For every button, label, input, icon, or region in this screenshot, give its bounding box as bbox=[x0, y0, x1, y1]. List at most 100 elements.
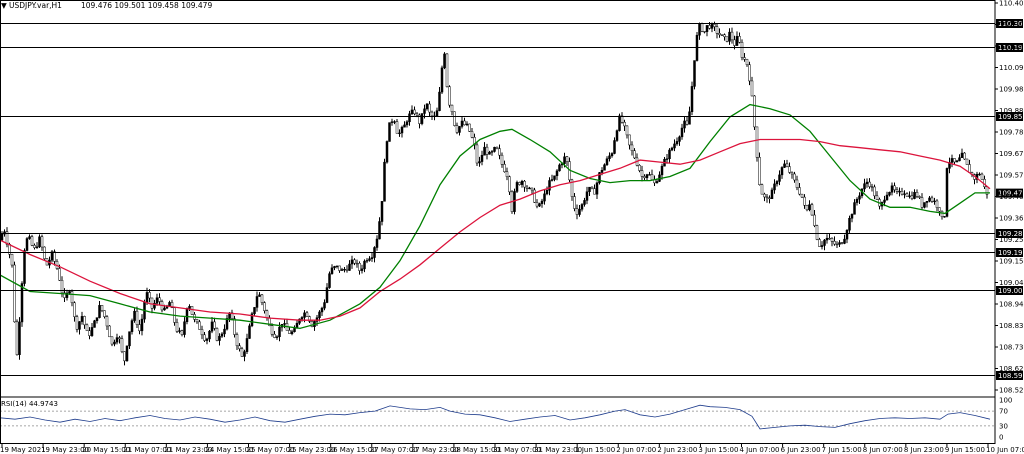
candle[interactable] bbox=[375, 235, 379, 251]
candle[interactable] bbox=[328, 271, 331, 289]
candle[interactable] bbox=[778, 170, 781, 186]
candle[interactable] bbox=[405, 120, 409, 128]
candle[interactable] bbox=[710, 22, 714, 33]
candle[interactable] bbox=[803, 194, 806, 209]
candle[interactable] bbox=[585, 186, 589, 205]
candle[interactable] bbox=[83, 315, 86, 329]
candle[interactable] bbox=[115, 333, 119, 345]
candle[interactable] bbox=[715, 23, 719, 39]
candle[interactable] bbox=[293, 325, 296, 333]
candle[interactable] bbox=[735, 31, 739, 47]
candle[interactable] bbox=[485, 143, 489, 160]
candle[interactable] bbox=[35, 242, 39, 249]
candle[interactable] bbox=[810, 202, 814, 216]
candle[interactable] bbox=[520, 179, 524, 188]
candle[interactable] bbox=[205, 337, 209, 345]
candle[interactable] bbox=[948, 157, 951, 174]
candle[interactable] bbox=[100, 305, 104, 313]
candle[interactable] bbox=[498, 144, 501, 160]
candle[interactable] bbox=[818, 237, 821, 247]
candle[interactable] bbox=[838, 240, 841, 247]
candle[interactable] bbox=[903, 190, 906, 199]
candle[interactable] bbox=[503, 160, 506, 173]
candle[interactable] bbox=[140, 314, 144, 336]
candle[interactable] bbox=[623, 119, 626, 131]
candle[interactable] bbox=[148, 289, 151, 303]
candle[interactable] bbox=[538, 202, 541, 208]
candle[interactable] bbox=[525, 184, 529, 192]
candle[interactable] bbox=[333, 265, 336, 271]
candle[interactable] bbox=[473, 133, 476, 150]
candle[interactable] bbox=[578, 205, 581, 217]
candle[interactable] bbox=[533, 187, 536, 203]
candle[interactable] bbox=[463, 117, 466, 126]
candle[interactable] bbox=[150, 297, 154, 314]
candle[interactable] bbox=[323, 299, 326, 311]
candle[interactable] bbox=[85, 323, 89, 332]
candle[interactable] bbox=[790, 171, 794, 179]
candle[interactable] bbox=[660, 163, 664, 180]
candle[interactable] bbox=[943, 216, 946, 218]
candle[interactable] bbox=[80, 311, 84, 325]
candle[interactable] bbox=[805, 204, 809, 212]
candle[interactable] bbox=[825, 234, 829, 244]
candle[interactable] bbox=[640, 165, 644, 182]
candle[interactable] bbox=[103, 310, 106, 319]
candle[interactable] bbox=[330, 264, 334, 275]
candle[interactable] bbox=[925, 200, 929, 208]
candle[interactable] bbox=[983, 175, 986, 189]
candle[interactable] bbox=[723, 33, 726, 41]
candle[interactable] bbox=[90, 322, 94, 337]
candle[interactable] bbox=[888, 191, 891, 197]
candle[interactable] bbox=[688, 106, 691, 125]
candle[interactable] bbox=[808, 200, 811, 212]
candle[interactable] bbox=[930, 195, 934, 203]
candle[interactable] bbox=[528, 186, 531, 190]
candle[interactable] bbox=[350, 255, 354, 269]
candle[interactable] bbox=[945, 167, 949, 218]
candle[interactable] bbox=[355, 259, 359, 268]
candle[interactable] bbox=[270, 323, 274, 337]
candle[interactable] bbox=[245, 333, 249, 354]
candle[interactable] bbox=[250, 311, 254, 328]
candle[interactable] bbox=[685, 116, 689, 126]
candle[interactable] bbox=[258, 292, 261, 297]
candle[interactable] bbox=[13, 261, 16, 323]
candle[interactable] bbox=[793, 171, 796, 183]
candle[interactable] bbox=[553, 175, 556, 182]
candle[interactable] bbox=[530, 187, 534, 195]
candle[interactable] bbox=[798, 182, 801, 196]
candle[interactable] bbox=[558, 163, 561, 172]
candle[interactable] bbox=[208, 330, 211, 343]
candle[interactable] bbox=[518, 181, 521, 186]
candle[interactable] bbox=[40, 234, 44, 251]
candle[interactable] bbox=[613, 137, 616, 155]
candle[interactable] bbox=[360, 264, 364, 274]
candle[interactable] bbox=[695, 31, 699, 62]
candle[interactable] bbox=[265, 309, 269, 321]
candle[interactable] bbox=[458, 126, 461, 136]
candle[interactable] bbox=[395, 119, 399, 134]
candle[interactable] bbox=[748, 61, 751, 86]
candle[interactable] bbox=[105, 315, 109, 331]
candle[interactable] bbox=[155, 293, 159, 306]
candle[interactable] bbox=[670, 146, 674, 152]
candle[interactable] bbox=[835, 241, 839, 248]
candle[interactable] bbox=[173, 306, 176, 326]
candle[interactable] bbox=[275, 335, 279, 340]
candle[interactable] bbox=[635, 153, 639, 167]
candle[interactable] bbox=[438, 86, 441, 112]
candle[interactable] bbox=[768, 195, 771, 204]
candle[interactable] bbox=[213, 317, 216, 331]
candle[interactable] bbox=[408, 110, 411, 126]
candle[interactable] bbox=[455, 122, 459, 135]
candle[interactable] bbox=[673, 139, 676, 152]
candle[interactable] bbox=[450, 104, 454, 116]
candle[interactable] bbox=[135, 306, 139, 328]
candle[interactable] bbox=[440, 65, 444, 95]
candle[interactable] bbox=[593, 184, 596, 195]
candle[interactable] bbox=[33, 243, 36, 250]
candle[interactable] bbox=[855, 197, 859, 206]
candle[interactable] bbox=[843, 234, 846, 245]
candle[interactable] bbox=[340, 267, 344, 271]
